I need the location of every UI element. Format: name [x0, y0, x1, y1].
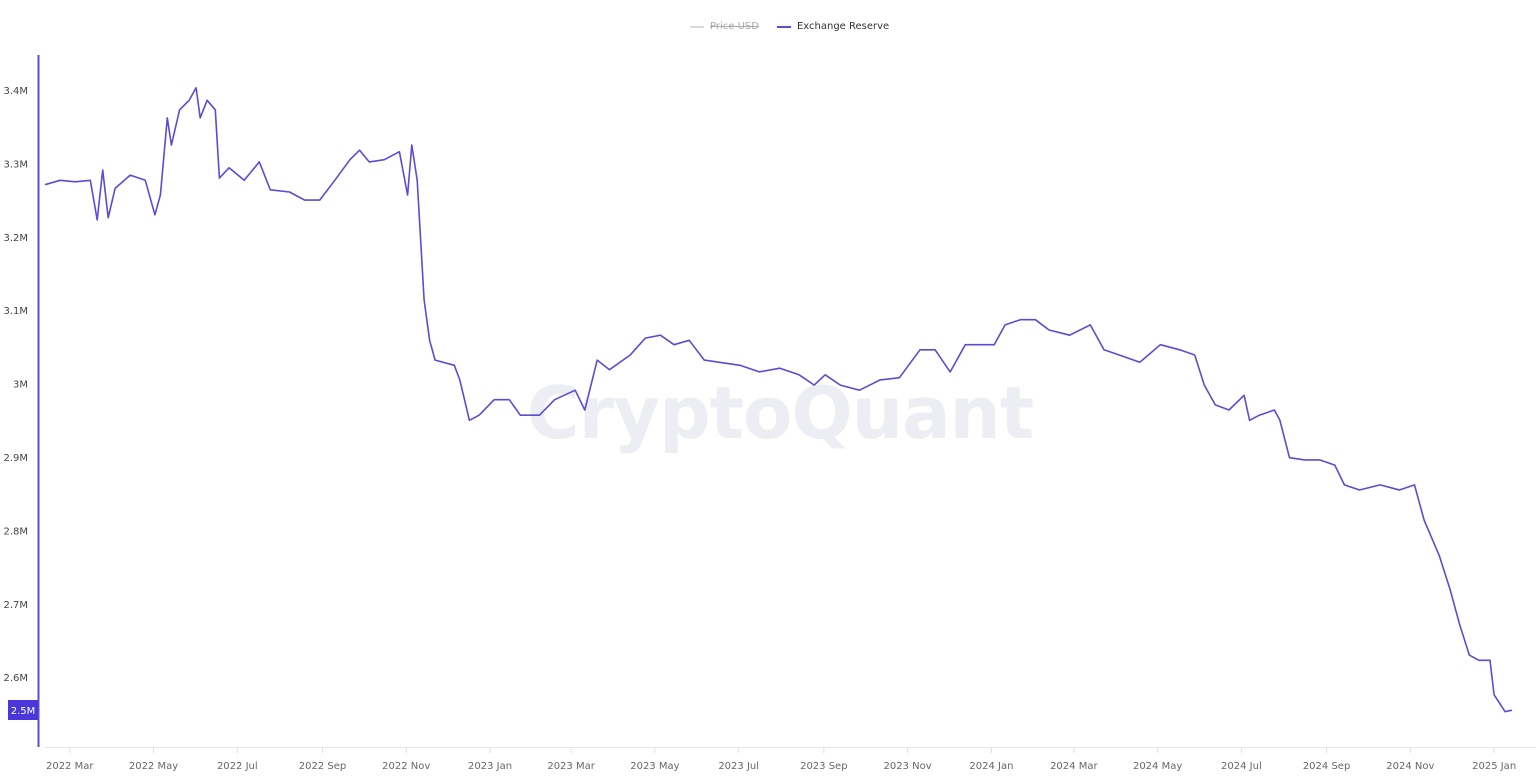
- y-axis: 3.4M 3.3M 3.2M 3.1M 3M 2.9M 2.8M 2.7M 2.6M: [3, 86, 28, 684]
- series-line-exchange-reserve: [44, 87, 1513, 713]
- x-tick-label: 2023 Jan: [468, 761, 512, 772]
- legend-item-exchange-reserve[interactable]: Exchange Reserve: [776, 21, 890, 32]
- legend-label: Price USD: [710, 21, 759, 32]
- y-tick-label: 2.8M: [3, 526, 28, 537]
- x-tick-label: 2023 May: [630, 761, 679, 772]
- y-tick-label: 3.2M: [3, 233, 28, 244]
- y-tick-label: 3.3M: [3, 159, 28, 170]
- current-value-marker: 2.5M: [8, 700, 38, 720]
- y-tick-label: 2.7M: [3, 600, 28, 611]
- y-tick-label: 3.1M: [3, 306, 28, 317]
- x-tick-label: 2022 Nov: [382, 761, 430, 772]
- y-tick-label: 3M: [13, 380, 28, 391]
- x-tick-label: 2023 Nov: [884, 761, 932, 772]
- x-tick-label: 2024 May: [1133, 761, 1182, 772]
- x-tick-label: 2023 Mar: [547, 761, 595, 772]
- x-tick-label: 2025 Jan: [1472, 761, 1516, 772]
- legend: Price USD Exchange Reserve: [690, 21, 889, 32]
- y-tick-label: 2.6M: [3, 673, 28, 684]
- legend-label: Exchange Reserve: [796, 21, 890, 32]
- current-value-label: 2.5M: [11, 706, 36, 717]
- x-tick-label: 2023 Sep: [800, 761, 847, 772]
- current-value-box: [8, 700, 38, 720]
- x-tick-label: 2023 Jul: [718, 761, 759, 772]
- x-tick-label: 2024 Nov: [1386, 761, 1434, 772]
- y-tick-label: 3.4M: [3, 86, 28, 97]
- x-tick-label: 2022 May: [129, 761, 178, 772]
- watermark: CryptoQuant: [527, 371, 1033, 455]
- x-tick-label: 2024 Sep: [1303, 761, 1350, 772]
- x-tick-label: 2024 Jan: [969, 761, 1013, 772]
- legend-swatch-price-usd: [690, 25, 704, 28]
- x-tick-label: 2024 Mar: [1050, 761, 1098, 772]
- x-tick-label: 2022 Sep: [299, 761, 346, 772]
- x-tick-label: 2022 Jul: [217, 761, 258, 772]
- x-axis: 2022 Mar 2022 May 2022 Jul 2022 Sep 2022 Nov…: [46, 748, 1516, 772]
- legend-item-price-usd[interactable]: Price USD: [690, 21, 759, 32]
- x-tick-label: 2022 Mar: [46, 761, 94, 772]
- legend-swatch-exchange-reserve: [776, 25, 791, 28]
- x-tick-label: 2024 Jul: [1221, 761, 1262, 772]
- y-tick-label: 2.9M: [3, 453, 28, 464]
